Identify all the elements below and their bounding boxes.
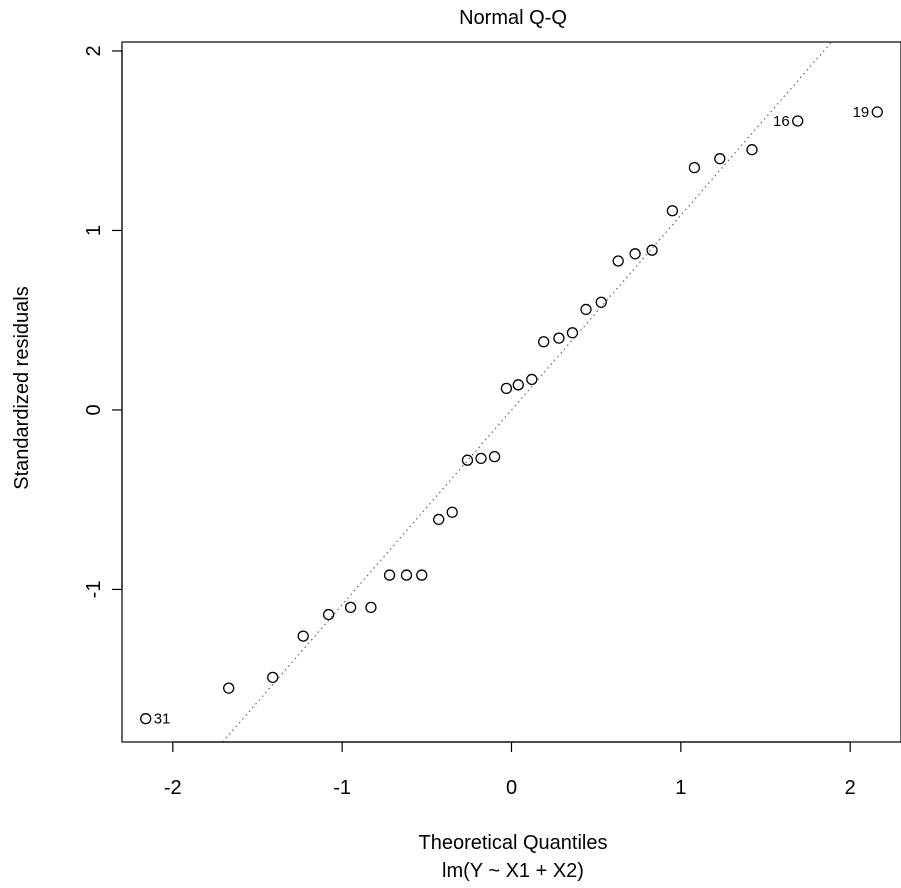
x-tick-label: 0 [506,777,517,799]
data-point [297,630,309,642]
data-point [500,382,513,395]
data-point [714,153,726,165]
data-point [433,513,445,526]
data-point [488,450,501,463]
y-tick-label: 1 [83,225,105,236]
data-point [344,601,357,614]
data-point [322,608,335,621]
data-point [688,161,701,174]
x-tick-label: 2 [845,777,856,799]
y-axis: -1 0 1 2 [83,45,123,599]
x-axis: -2 -1 0 1 2 [164,741,856,799]
y-axis-title: Standardized residuals [11,286,33,489]
data-point [267,671,279,684]
data-point [512,379,524,391]
chart-subtitle: lm(Y ~ X1 + X2) [442,860,584,882]
data-point [526,373,538,386]
data-point [140,713,152,725]
x-tick-label: -1 [333,777,351,799]
data-point [475,452,487,465]
x-tick-label: -2 [164,777,182,799]
point-label: 19 [853,104,870,121]
data-point [461,454,474,466]
data-point [792,115,804,127]
y-tick-label: 0 [83,404,105,415]
plot-frame [121,41,901,743]
data-point [612,255,624,267]
data-point [446,506,458,518]
x-tick-label: 1 [675,777,686,799]
reference-line-group [222,41,832,743]
data-point [416,569,428,581]
point-label: 31 [154,711,171,728]
chart-title: Normal Q-Q [459,7,567,29]
data-point [365,601,377,614]
data-point [646,244,658,256]
point-labels-group: 31 16 19 [154,104,870,728]
y-tick-label: -1 [83,581,105,599]
y-tick-label: 2 [83,45,105,56]
point-label: 16 [773,113,790,130]
x-axis-title: Theoretical Quantiles [419,832,608,854]
data-point [553,332,565,344]
reference-line [222,41,832,743]
data-point [400,569,413,581]
data-point [871,106,883,118]
data-point [580,303,592,316]
data-point [383,569,396,581]
data-point [223,682,235,694]
data-point [538,336,550,348]
data-point [566,327,579,339]
data-point [746,144,758,156]
data-point [595,296,607,308]
points-group [140,106,883,725]
data-point [629,248,641,260]
data-point [666,205,679,217]
